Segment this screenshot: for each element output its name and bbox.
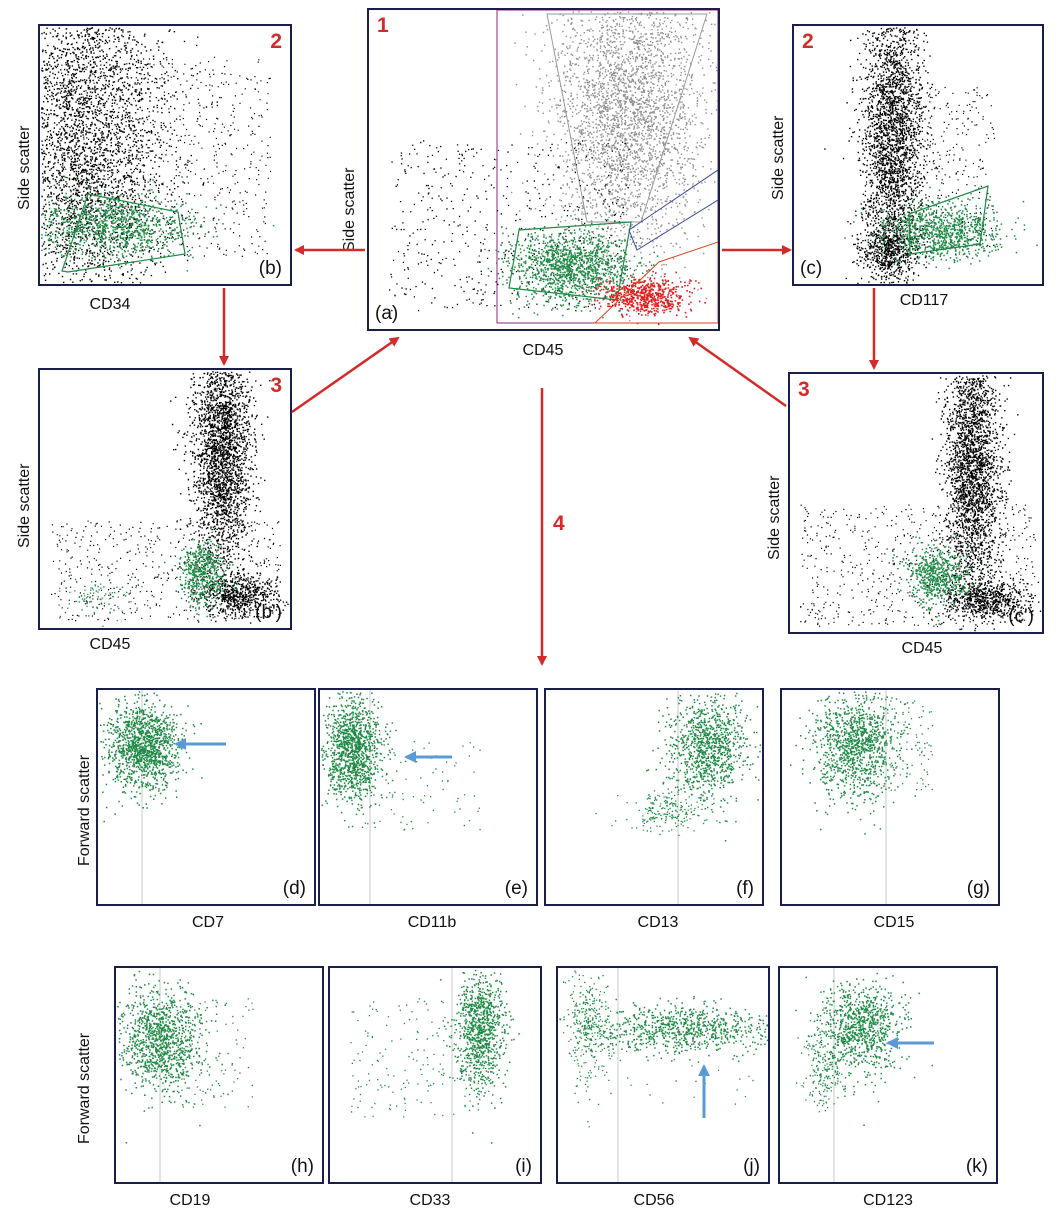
- panel-a-cd45-vs-side-scatter: 1 (a): [367, 8, 720, 331]
- x-axis-label: CD45: [901, 640, 943, 657]
- panel-letter: (e): [504, 878, 528, 899]
- scatter-cloud: [559, 968, 768, 1182]
- y-axis-label: Forward scatter: [76, 754, 93, 866]
- x-axis-label: CD117: [899, 292, 949, 309]
- scatter-cloud: [824, 27, 1038, 284]
- step-number-label: 3: [798, 378, 810, 401]
- step-4-label: 4: [553, 512, 565, 535]
- scatter-cloud: [389, 10, 718, 326]
- panel-d-cd7: (d): [96, 688, 316, 906]
- step-number-label: 2: [270, 30, 282, 53]
- step-number-label: 1: [377, 14, 389, 37]
- arrow-c-prime-to-a: [688, 336, 787, 408]
- panel-letter: (h): [290, 1156, 314, 1177]
- scatter-cloud: [51, 371, 289, 627]
- scatter-cloud: [117, 968, 254, 1182]
- panel-e-cd11b: (e): [318, 688, 538, 906]
- y-axis-label: Side scatter: [766, 475, 783, 560]
- scatter-cloud: [41, 27, 275, 284]
- y-axis-label: Side scatter: [770, 115, 787, 200]
- panel-h-cd19: (h): [114, 966, 324, 1184]
- y-axis-label: Side scatter: [16, 463, 33, 548]
- panel-j-cd56: (j): [556, 966, 770, 1184]
- x-axis-label: CD19: [169, 1192, 211, 1209]
- panel-letter: (f): [736, 878, 754, 899]
- x-axis-label: CD15: [873, 914, 915, 931]
- scatter-cloud: [789, 690, 934, 904]
- x-axis-label: CD7: [191, 914, 224, 931]
- scatter-cloud: [795, 968, 933, 1182]
- scatter-cloud: [99, 690, 203, 904]
- x-axis-label: CD13: [637, 914, 679, 931]
- y-axis-label: Forward scatter: [76, 1032, 93, 1144]
- panel-f-cd13: (f): [544, 688, 764, 906]
- scatter-cloud: [800, 375, 1042, 632]
- scatter-cloud: [321, 690, 481, 904]
- x-axis-label: CD45: [522, 342, 564, 359]
- arrow-b-prime-to-a: [291, 336, 400, 414]
- step-number-label: 2: [802, 30, 814, 53]
- x-axis-label: CD11b: [407, 914, 457, 931]
- panel-b-cd34-vs-side-scatter: 2 (b): [38, 24, 292, 286]
- panel-letter: (d): [282, 878, 306, 899]
- y-axis-label: Side scatter: [341, 167, 358, 252]
- panel-letter: (g): [966, 878, 990, 899]
- x-axis-label: CD34: [89, 296, 131, 313]
- panel-letter: (a): [375, 303, 399, 324]
- step-number-label: 3: [270, 374, 282, 397]
- panel-letter: (c): [800, 258, 823, 279]
- panel-c-cd117-vs-side-scatter: 2 (c): [792, 24, 1044, 286]
- scatter-cloud: [595, 690, 762, 904]
- panel-b-prime-cd45-vs-side-scatter: 3 (b'): [38, 368, 292, 630]
- panel-letter: (c'): [1008, 606, 1034, 627]
- y-axis-label: Side scatter: [16, 125, 33, 210]
- panel-g-cd15: (g): [780, 688, 1000, 906]
- panel-letter: (k): [965, 1156, 988, 1177]
- panel-k-cd123: (k): [778, 966, 998, 1184]
- panel-letter: (i): [515, 1156, 532, 1177]
- scatter-cloud: [350, 968, 520, 1182]
- panel-letter: (b): [258, 258, 282, 279]
- x-axis-label: CD123: [863, 1192, 913, 1209]
- panel-letter: (j): [743, 1156, 760, 1177]
- panel-letter: (b'): [255, 602, 282, 623]
- x-axis-label: CD45: [89, 636, 131, 653]
- panel-i-cd33: (i): [328, 966, 542, 1184]
- x-axis-label: CD33: [409, 1192, 451, 1209]
- panel-c-prime-cd45-vs-side-scatter: 3 (c'): [788, 372, 1044, 634]
- x-axis-label: CD56: [633, 1192, 675, 1209]
